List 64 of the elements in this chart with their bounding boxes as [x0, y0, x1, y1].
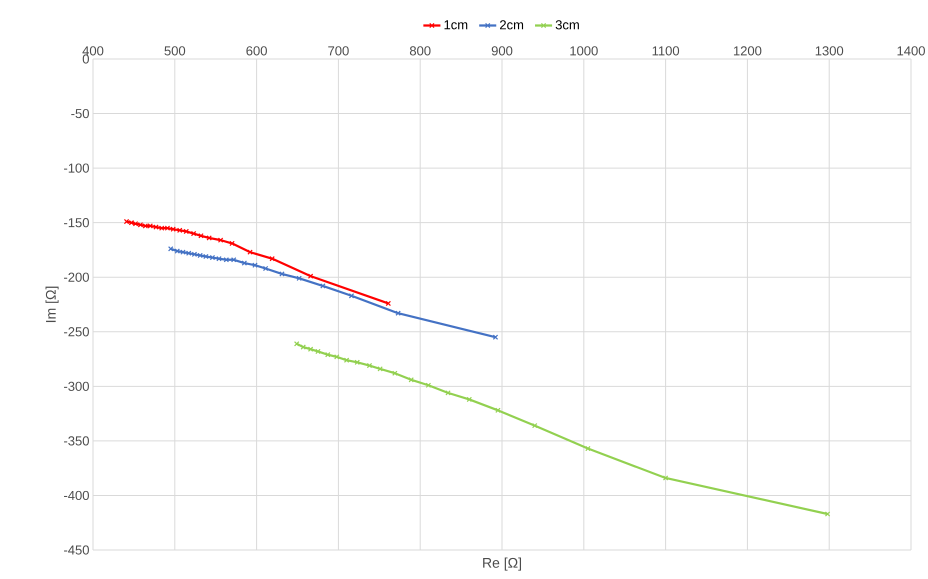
legend-label: 1cm [444, 20, 468, 30]
y-tick-label: -450 [64, 545, 89, 555]
x-tick-label: 900 [492, 46, 512, 56]
point [247, 249, 253, 255]
y-tick-label: -200 [64, 272, 89, 282]
point [348, 293, 354, 298]
legend-label: 2cm [500, 20, 524, 30]
x-tick-label: 1400 [898, 46, 925, 56]
point [395, 310, 401, 316]
point [242, 260, 248, 266]
point [315, 348, 321, 354]
point [492, 334, 498, 340]
x-tick-label: 700 [328, 46, 349, 56]
point [190, 230, 196, 236]
y-tick-label: -350 [64, 436, 89, 446]
x-tick-label: 500 [164, 46, 186, 56]
point [426, 382, 432, 388]
point [294, 341, 300, 346]
point [308, 273, 314, 279]
y-tick-label: -300 [64, 382, 89, 391]
point [824, 511, 830, 517]
point [445, 390, 451, 396]
point [408, 377, 414, 383]
y-tick-label: -400 [64, 490, 89, 500]
x-tick-label: 800 [410, 46, 431, 56]
point [300, 344, 306, 350]
point [366, 362, 372, 368]
x-tick-label: 1200 [734, 46, 762, 56]
x-tick-label: 400 [82, 46, 104, 56]
y-tick-label: -100 [64, 164, 89, 173]
y-tick-label: -50 [71, 108, 89, 118]
y-axis-title: Im [Ω] [46, 286, 59, 322]
point [354, 360, 360, 366]
x-tick-label: 1000 [570, 46, 598, 56]
y-tick-label: -150 [64, 218, 89, 228]
point [262, 266, 268, 272]
point [585, 446, 591, 452]
point [325, 352, 330, 358]
point [229, 240, 235, 246]
point [386, 300, 392, 306]
point [218, 237, 224, 243]
point [344, 357, 350, 363]
point [252, 262, 258, 268]
point [466, 396, 472, 402]
y-tick-label: 0 [82, 54, 89, 64]
point [206, 235, 212, 241]
point [334, 354, 340, 360]
y-tick-label: -250 [64, 327, 89, 336]
point [269, 256, 275, 262]
point [662, 475, 668, 481]
point [320, 283, 326, 289]
x-axis-title: Re [Ω] [483, 558, 522, 571]
point [279, 271, 285, 277]
point [296, 276, 302, 282]
x-tick-label: 1100 [652, 46, 680, 56]
point [198, 233, 204, 238]
x-tick-label: 1300 [816, 46, 844, 56]
point [495, 408, 501, 414]
point [532, 422, 538, 428]
point [308, 346, 314, 352]
point [377, 366, 383, 372]
point [392, 370, 398, 376]
x-tick-label: 600 [246, 46, 267, 56]
legend-label: 3cm [556, 20, 579, 30]
